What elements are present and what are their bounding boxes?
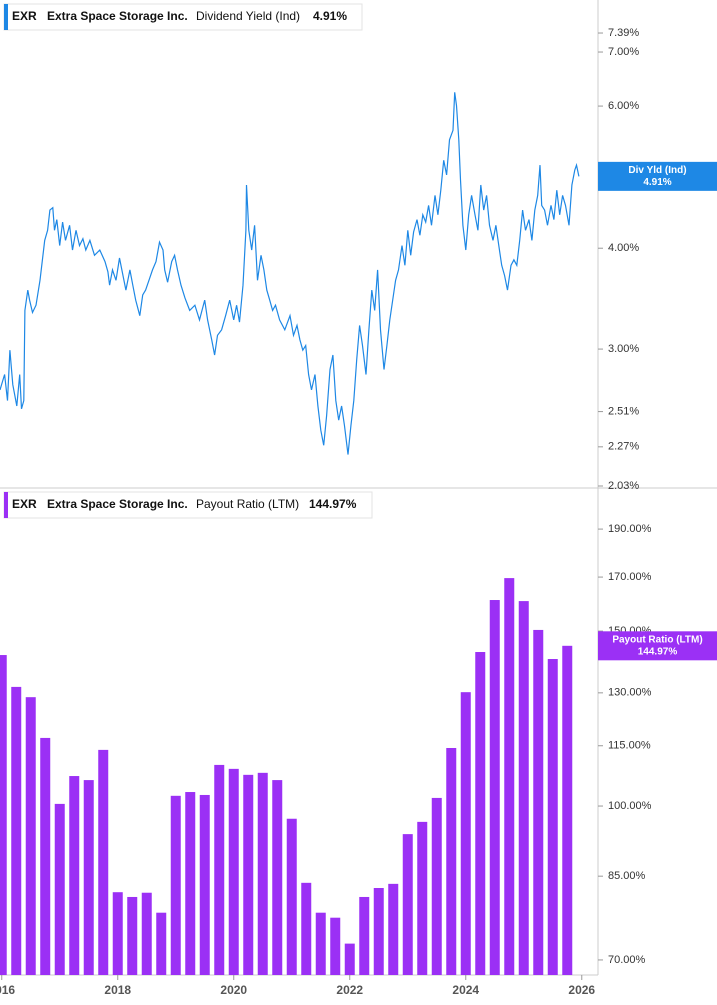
tag-label: Payout Ratio (LTM) bbox=[612, 634, 702, 645]
y-tick-label: 2.27% bbox=[608, 441, 639, 453]
bar bbox=[141, 892, 152, 975]
y-tick-label: 2.03% bbox=[608, 480, 639, 492]
x-tick-label: 2024 bbox=[452, 983, 479, 997]
bar bbox=[388, 883, 399, 975]
legend-entry: Payout Ratio (LTM) bbox=[196, 497, 299, 511]
bar bbox=[25, 697, 36, 975]
y-tick-label: 115.00% bbox=[608, 740, 651, 752]
value-tag bbox=[598, 631, 717, 661]
bar bbox=[257, 772, 268, 975]
bar bbox=[547, 659, 558, 975]
bar bbox=[417, 821, 428, 975]
legend: EXR Extra Space Storage Inc. Payout Rati… bbox=[3, 491, 373, 519]
plot bbox=[0, 92, 580, 455]
y-tick-label: 130.00% bbox=[608, 687, 652, 699]
bar bbox=[475, 652, 486, 975]
y-tick-label: 190.00% bbox=[608, 523, 652, 535]
bar bbox=[344, 943, 355, 975]
bar bbox=[431, 797, 442, 975]
legend-swatch bbox=[4, 4, 8, 30]
bar bbox=[40, 737, 51, 975]
bar bbox=[562, 645, 573, 975]
bar bbox=[98, 749, 109, 975]
legend-entry: Dividend Yield (Ind) bbox=[196, 9, 300, 23]
legend-swatch bbox=[4, 492, 8, 518]
plot bbox=[0, 578, 573, 975]
y-tick-label: 70.00% bbox=[608, 954, 646, 966]
y-tick-label: 7.00% bbox=[608, 46, 639, 58]
bar bbox=[11, 686, 22, 975]
bar bbox=[286, 818, 297, 975]
y-tick-label: 100.00% bbox=[608, 800, 652, 812]
x-tick-label: 2020 bbox=[220, 983, 247, 997]
ticker: EXR bbox=[12, 497, 37, 511]
bar bbox=[185, 792, 196, 975]
y-tick-label: 6.00% bbox=[608, 100, 639, 112]
tag-value: 144.97% bbox=[638, 646, 678, 657]
bar bbox=[228, 768, 239, 975]
x-tick-label: 2022 bbox=[336, 983, 363, 997]
legend-box bbox=[3, 3, 363, 31]
bar bbox=[446, 747, 457, 975]
bar bbox=[156, 912, 167, 975]
x-tick-label: 2018 bbox=[104, 983, 131, 997]
bar bbox=[69, 776, 80, 975]
bar bbox=[54, 803, 65, 975]
x-tick-label: 2016 bbox=[0, 983, 15, 997]
x-tick-label: 2026 bbox=[568, 983, 595, 997]
bar bbox=[127, 896, 138, 975]
bar bbox=[272, 780, 283, 975]
bar bbox=[0, 655, 7, 975]
bar bbox=[373, 888, 384, 975]
ticker: EXR bbox=[12, 9, 37, 23]
last-value: 4.91% bbox=[313, 9, 347, 23]
line bbox=[0, 92, 580, 455]
tag-label: Div Yld (Ind) bbox=[628, 165, 686, 176]
bar bbox=[315, 912, 326, 975]
bar bbox=[330, 917, 341, 975]
y-tick-label: 85.00% bbox=[608, 870, 646, 882]
bar bbox=[170, 795, 181, 975]
bar bbox=[301, 882, 312, 975]
value-tag bbox=[598, 161, 717, 191]
bar bbox=[533, 629, 544, 975]
bar bbox=[243, 774, 254, 975]
bar bbox=[112, 892, 123, 975]
bar bbox=[489, 600, 500, 975]
legend-box bbox=[3, 491, 373, 519]
bar bbox=[460, 692, 471, 975]
y-tick-label: 3.00% bbox=[608, 343, 639, 355]
company: Extra Space Storage Inc. bbox=[47, 497, 188, 511]
bar bbox=[518, 601, 529, 975]
last-value: 144.97% bbox=[309, 497, 357, 511]
bar bbox=[402, 834, 413, 975]
y-tick-label: 7.39% bbox=[608, 27, 639, 39]
bar bbox=[214, 764, 225, 975]
y-tick-label: 170.00% bbox=[608, 571, 652, 583]
bar bbox=[83, 780, 94, 975]
tag-value: 4.91% bbox=[643, 177, 671, 188]
legend: EXR Extra Space Storage Inc. Dividend Yi… bbox=[3, 3, 363, 31]
company: Extra Space Storage Inc. bbox=[47, 9, 188, 23]
y-tick-label: 4.00% bbox=[608, 242, 639, 254]
bar bbox=[359, 896, 370, 975]
bar bbox=[504, 578, 515, 975]
bar bbox=[199, 794, 210, 975]
y-tick-label: 2.51% bbox=[608, 405, 639, 417]
